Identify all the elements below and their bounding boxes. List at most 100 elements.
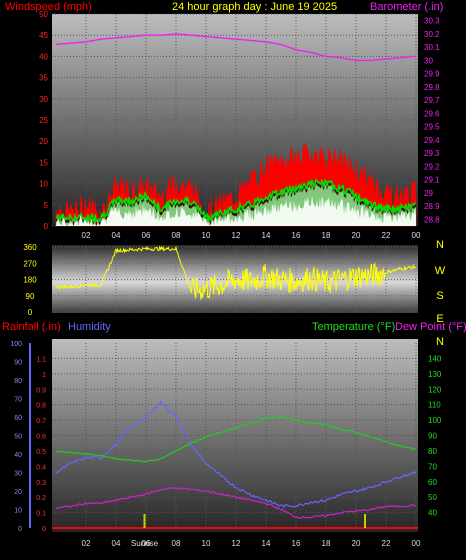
temp-x-tick-label: 10 (202, 539, 211, 548)
temperature-tick-label: 90 (428, 432, 437, 441)
humidity-tick-label: 60 (14, 415, 22, 422)
temp-x-tick-label: 20 (352, 539, 361, 548)
barometer-tick-label: 29.1 (424, 176, 440, 185)
wind-panel-grid (52, 13, 418, 227)
wind-direction-line (55, 245, 417, 300)
wind-lull-area (56, 194, 416, 226)
temperature-tick-label: 130 (428, 370, 442, 379)
wind-x-tick-label: 10 (202, 231, 211, 240)
temp-panel-grid (52, 343, 418, 529)
temperature-tick-label: 40 (428, 509, 437, 518)
humidity-tick-label: 0 (18, 526, 22, 533)
humidity-tick-label: 30 (14, 471, 22, 478)
windspeed-tick-label: 0 (44, 222, 49, 231)
rainfall-tick-label: 0.9 (36, 387, 46, 394)
barometer-line (55, 33, 417, 62)
barometer-tick-label: 29.5 (424, 123, 440, 132)
rainfall-tick-label: 0.6 (36, 434, 46, 441)
barometer-tick-label: 29.9 (424, 70, 440, 79)
rainfall-axis-title: Rainfall (.in) (2, 321, 61, 333)
wind-x-tick-label: 06 (142, 231, 151, 240)
barometer-tick-label: 30.3 (424, 17, 440, 26)
temp-x-tick-label: 18 (322, 539, 331, 548)
temp-x-tick-label: 04 (112, 539, 121, 548)
windspeed-y-axis: 0 5 10 15 20 25 30 35 40 45 50 (39, 10, 48, 231)
rainfall-tick-label: 0.7 (36, 418, 46, 425)
temperature-axis-title: Temperature (°F) (312, 321, 395, 333)
direction-y-axis: 0 90 180 270 360 (23, 243, 37, 317)
temperature-tick-label: 60 (428, 478, 437, 487)
temp-x-tick-label: 02 (82, 539, 91, 548)
wind-x-tick-label: 12 (232, 231, 241, 240)
temp-x-tick-label: 22 (382, 539, 391, 548)
temperature-tick-label: 70 (428, 462, 437, 471)
humidity-tick-label: 50 (14, 434, 22, 441)
wind-x-tick-label: 14 (262, 231, 271, 240)
windspeed-tick-label: 15 (39, 158, 48, 167)
humidity-tick-label: 40 (14, 452, 22, 459)
compass-label: W (435, 265, 446, 277)
temperature-tick-label: 120 (428, 385, 442, 394)
barometer-tick-label: 29.8 (424, 83, 440, 92)
graph-title: 24 hour graph day : June 19 2025 (172, 1, 337, 13)
sunrise-label: Sunrise (131, 539, 159, 548)
temperature-tick-label: 110 (428, 401, 441, 410)
dewpoint-line (55, 486, 417, 519)
compass-label: N (436, 239, 444, 251)
direction-panel-marks (55, 245, 417, 300)
dewpoint-axis-title: Dew Point (°F) (395, 321, 466, 333)
rainfall-tick-label: 0 (42, 526, 46, 533)
temperature-tick-label: 50 (428, 493, 437, 502)
direction-tick-label: 90 (26, 292, 35, 301)
wind-x-tick-label: 16 (292, 231, 301, 240)
windspeed-tick-label: 5 (44, 201, 49, 210)
barometer-y-axis: 28.8 28.9 29 29.1 29.2 29.3 29.4 29.5 29.6 29.7 29… (424, 17, 440, 225)
barometer-tick-label: 29.4 (424, 136, 440, 145)
barometer-tick-label: 29.3 (424, 149, 440, 158)
temp-panel-marks (52, 400, 418, 529)
windspeed-tick-label: 25 (39, 116, 48, 125)
wind-x-tick-label: 04 (112, 231, 121, 240)
windspeed-tick-label: 20 (39, 137, 48, 146)
humidity-tick-label: 20 (14, 489, 22, 496)
humidity-tick-label: 90 (14, 360, 22, 367)
temperature-tick-label: 100 (428, 416, 442, 425)
windspeed-tick-label: 50 (39, 10, 48, 19)
rainfall-tick-label: 0.5 (36, 449, 46, 456)
wind-x-tick-label: 18 (322, 231, 331, 240)
barometer-tick-label: 28.9 (424, 202, 440, 211)
barometer-tick-label: 28.8 (424, 215, 440, 224)
humidity-axis-title: Humidity (68, 321, 111, 333)
compass-label: S (436, 290, 443, 302)
compass-label: E (436, 313, 443, 325)
rainfall-y-axis: 0 0.1 0.2 0.3 0.4 0.5 0.6 0.7 0.8 0.9 1 1.1 (36, 356, 46, 533)
temperature-tick-label: 80 (428, 447, 437, 456)
barometer-tick-label: 30.2 (424, 30, 440, 39)
wind-x-tick-label: 08 (172, 231, 181, 240)
wind-average-line (55, 178, 417, 224)
windspeed-tick-label: 35 (39, 74, 48, 83)
rainfall-tick-label: 1 (42, 372, 46, 379)
barometer-tick-label: 30.1 (424, 43, 440, 52)
direction-tick-label: 0 (28, 308, 33, 317)
temp-panel-x-axis: 02 04 06 08 10 12 14 16 18 20 22 00 Sunrise (82, 539, 421, 548)
barometer-tick-label: 29.2 (424, 162, 440, 171)
direction-panel-grid (52, 246, 418, 313)
barometer-axis-title: Barometer (.in) (370, 1, 443, 13)
direction-tick-label: 360 (23, 243, 37, 252)
compass-label: N (436, 336, 444, 348)
temperature-y-axis: 40 50 60 70 80 90 100 110 120 130 140 (428, 354, 442, 517)
windspeed-axis-title: Windspeed (mph) (5, 1, 92, 13)
temp-x-tick-label: 00 (412, 539, 421, 548)
humidity-y-axis: 0 10 20 30 40 50 60 70 80 90 100 (10, 341, 31, 533)
humidity-line (55, 400, 417, 508)
windspeed-tick-label: 10 (39, 180, 48, 189)
rainfall-tick-label: 0.1 (36, 511, 46, 518)
windspeed-tick-label: 45 (39, 31, 48, 40)
barometer-tick-label: 30 (424, 56, 433, 65)
windspeed-tick-label: 40 (39, 52, 48, 61)
wind-panel-x-axis: 02 04 06 08 10 12 14 16 18 20 22 00 (82, 231, 421, 240)
direction-tick-label: 180 (23, 276, 37, 285)
